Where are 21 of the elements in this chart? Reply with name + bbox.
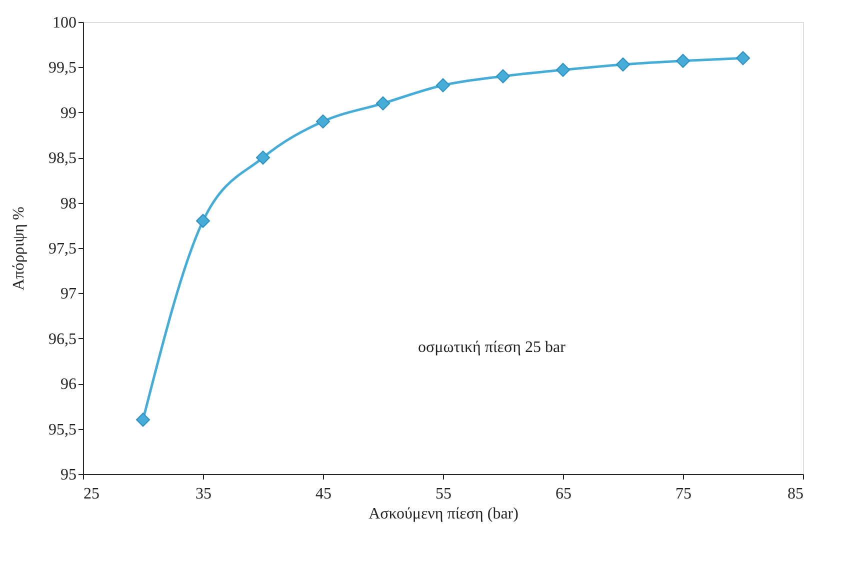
- y-tick-label: 98,5: [48, 150, 76, 168]
- y-tick-label: 97: [60, 286, 76, 303]
- annotation: οσμωτική πίεση 25 bar: [418, 339, 566, 356]
- x-tick-label: 65: [556, 486, 572, 502]
- x-tick-label: 25: [84, 486, 100, 502]
- x-tick-label: 75: [676, 486, 692, 502]
- y-tick-label: 96,5: [48, 330, 76, 348]
- y-tick-label: 99: [60, 104, 76, 122]
- y-tick-label: 95,5: [48, 421, 76, 438]
- x-tick-label: 55: [436, 486, 452, 502]
- y-tick-label: 95: [60, 466, 76, 484]
- y-tick-label: 98: [60, 195, 76, 212]
- x-tick-label: 85: [788, 486, 804, 502]
- y-tick-label: 96: [60, 376, 76, 394]
- y-tick-label: 99,5: [48, 60, 76, 77]
- x-tick-label: 35: [196, 486, 212, 502]
- x-tick-label: 45: [316, 486, 332, 502]
- y-axis-title: Απόρριψη %: [10, 206, 28, 290]
- y-tick-label: 97,5: [48, 240, 76, 258]
- x-axis-title: Ασκούμενη πίεση (bar): [368, 506, 518, 522]
- y-tick-label: 100: [52, 14, 76, 32]
